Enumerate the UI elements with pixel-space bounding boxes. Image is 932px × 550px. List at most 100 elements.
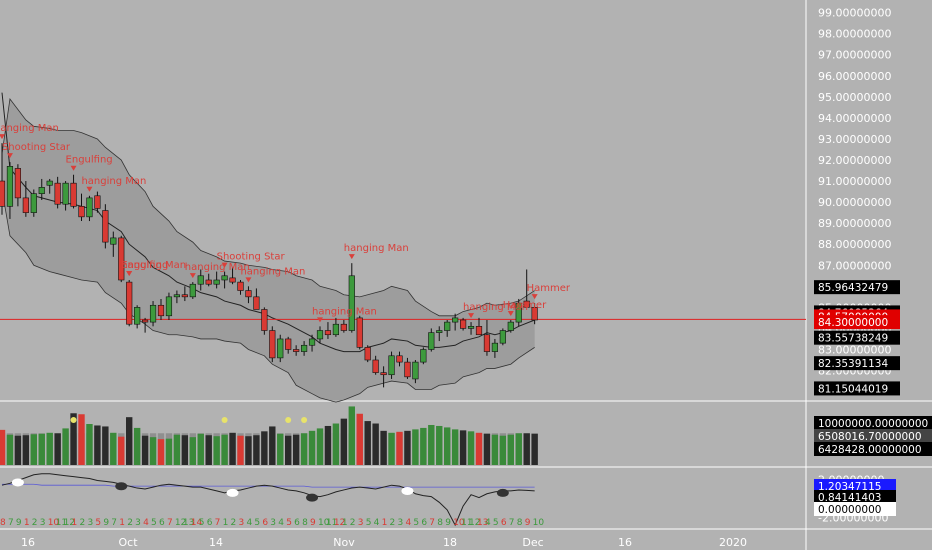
volume-bar: [261, 431, 268, 465]
pattern-label: Hammer: [503, 300, 547, 311]
candle-body: [102, 210, 109, 243]
volume-bar: [118, 436, 125, 465]
count-label: 12: [469, 518, 480, 528]
volume-bar: [420, 427, 427, 465]
volume-bar: [404, 430, 411, 465]
volume-bar: [165, 438, 173, 465]
count-label: 3: [358, 518, 364, 528]
price-tick-label: 91.00000000: [818, 175, 891, 188]
count-label: 5: [199, 518, 205, 528]
volume-bar: [46, 432, 53, 465]
count-label: 5: [151, 518, 157, 528]
volume-pane[interactable]: 10000000.000000006508016.700000006428428…: [0, 406, 932, 465]
candle-body: [213, 279, 220, 285]
volume-tag: [814, 442, 932, 456]
count-label: 9: [525, 518, 531, 528]
price-tag-label: 84.30000000: [818, 317, 888, 329]
count-label: 5: [493, 518, 499, 528]
count-label: 6: [421, 518, 427, 528]
count-label: 9: [103, 518, 109, 528]
candle-body: [300, 344, 308, 352]
volume-bar: [475, 432, 483, 465]
candle-body: [157, 304, 165, 317]
candle-body: [94, 195, 101, 209]
candle-body: [173, 294, 181, 298]
pattern-label: Shooting Star: [217, 252, 286, 263]
count-label: 2: [390, 518, 396, 528]
candle-body: [197, 275, 204, 285]
price-tag-label: 81.15044019: [818, 383, 888, 395]
volume-bar: [451, 429, 459, 465]
candle-body: [30, 193, 37, 213]
candle-body: [308, 338, 316, 346]
volume-bar: [38, 433, 45, 465]
count-label: 5: [95, 518, 101, 528]
count-label: 12: [334, 518, 345, 528]
volume-bar: [444, 427, 451, 465]
volume-tag: [814, 429, 932, 443]
pattern-arrow: [0, 134, 5, 140]
count-label: 7: [8, 518, 14, 528]
candlesticks[interactable]: [0, 143, 538, 388]
volume-bar: [507, 434, 514, 465]
count-label: 5: [286, 518, 292, 528]
count-label: 2: [350, 518, 356, 528]
candle-body: [165, 296, 173, 317]
count-label: 14: [191, 518, 203, 528]
count-label: 5: [413, 518, 419, 528]
candle-body: [189, 283, 196, 298]
volume-bar: [54, 433, 61, 465]
price-axis[interactable]: 99.00000000 98.00000000 97.00000000 96.0000…: [814, 7, 900, 396]
volume-marker: [221, 417, 228, 423]
count-label: 8: [437, 518, 443, 528]
candle-body: [62, 182, 69, 205]
count-label: 3: [87, 518, 93, 528]
count-label: 10: [318, 518, 330, 528]
pattern-arrow: [6, 153, 13, 159]
count-label: 11: [461, 518, 472, 528]
volume-bar: [523, 433, 530, 465]
count-label: 6: [501, 518, 507, 528]
time-tick-label: Dec: [522, 536, 543, 549]
pattern-arrow: [221, 262, 228, 268]
count-label: 3: [239, 518, 245, 528]
pattern-arrow: [70, 165, 77, 171]
count-label: 9: [16, 518, 22, 528]
pattern-arrow: [531, 294, 538, 300]
candle-body: [380, 372, 387, 376]
volume-bar: [86, 424, 93, 465]
time-axis[interactable]: 16 Oct 14 Nov 18 Dec 16 2020: [21, 536, 747, 549]
volume-bar: [531, 433, 538, 465]
oscillator-line: [1, 473, 535, 527]
volume-bar: [483, 433, 491, 465]
candle-body: [70, 182, 77, 207]
band-upper-line: [1, 97, 535, 317]
price-tick-label: 95.00000000: [818, 91, 891, 104]
price-tick-label: 90.00000000: [818, 196, 891, 209]
candle-body: [412, 361, 419, 380]
count-label: 4: [405, 518, 411, 528]
pattern-arrow: [468, 313, 475, 319]
count-label: 6: [159, 518, 165, 528]
candle-body: [499, 330, 506, 344]
volume-bar: [428, 424, 435, 465]
count-label: 2: [127, 518, 133, 528]
volume-bar: [94, 425, 101, 465]
volume-bar: [110, 432, 117, 465]
price-tick-label: 98.00000000: [818, 28, 891, 41]
price-tag-label: 82.35391134: [818, 358, 888, 370]
candle-body: [483, 334, 491, 352]
candle-body: [6, 166, 14, 207]
pattern-arrow: [126, 271, 133, 276]
count-label: 12: [175, 518, 186, 528]
candle-body: [507, 321, 514, 331]
price-tick-label: 89.00000000: [818, 217, 891, 230]
candle-body: [459, 319, 467, 329]
price-tag: [814, 330, 900, 345]
candle-body: [253, 296, 260, 310]
price-tag: [814, 356, 900, 371]
volume-bar: [133, 427, 141, 465]
volume-bar: [253, 435, 260, 465]
